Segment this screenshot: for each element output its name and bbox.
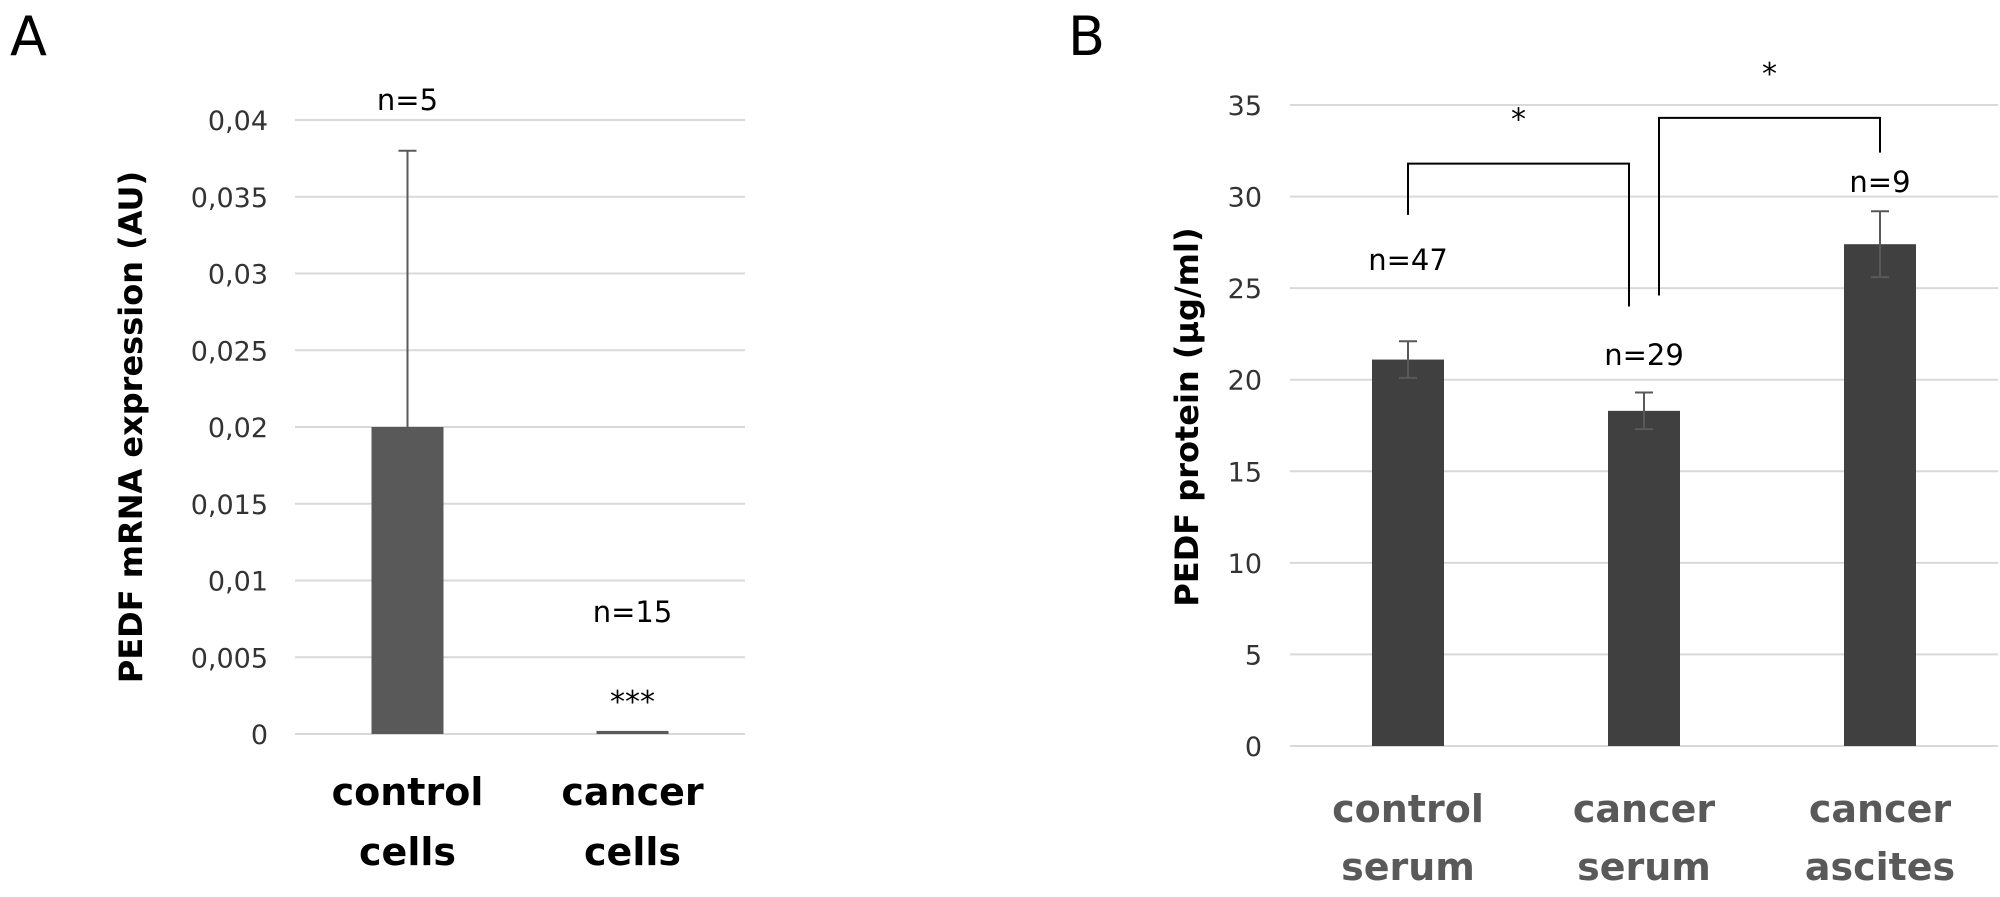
panel-b-y-tick-label: 15 [1228,457,1262,488]
panel-a-y-tick-label: 0,015 [191,490,268,521]
panel-a-category-label: cells [359,830,456,874]
panel-b-bar [1372,359,1444,746]
panel-b-y-tick-label: 20 [1228,366,1262,397]
panel-a-y-tick-label: 0,025 [191,336,268,367]
panel-a-category-label: cancer [561,770,704,814]
panel-a-category-label: control [332,770,484,814]
panel-b-bar [1844,244,1916,746]
panel-a-bar [596,730,669,734]
panel-a-y-tick-label: 0,005 [191,643,268,674]
panel-b-y-tick-label: 35 [1228,91,1262,122]
panel-b-y-tick-label: 25 [1228,274,1262,305]
panel-b-category-label: cancer [1809,787,1952,831]
panel-a-y-axis-label: PEDF mRNA expression (AU) [112,171,150,683]
panel-b-n-annotation: n=29 [1604,338,1684,372]
panel-b-comparison-bracket [1658,116,1881,296]
panel-a-significance-marker: *** [610,685,655,720]
panel-b-n-annotation: n=9 [1849,165,1910,199]
panel-b-comparison-label: * [1511,103,1526,138]
panel-a-y-tick-label: 0,01 [208,567,268,598]
panel-b-y-tick-label: 30 [1228,183,1262,214]
panel-a: A 0 0,005 0,01 0,015 0,02 0,025 0,03 0,035 0,04 P… [10,5,745,874]
panel-b-category-label: cancer [1573,787,1716,831]
panel-a-y-tick-label: 0,02 [208,413,268,444]
panel-b-category-label: serum [1341,845,1475,889]
panel-b-category-label: control [1332,787,1484,831]
panel-a-n-annotation: n=5 [377,83,438,117]
panel-b-bar [1608,410,1680,746]
panel-a-y-tick-label: 0,035 [191,183,268,214]
panel-b-n-annotation: n=47 [1368,243,1448,277]
panel-a-n-annotation: n=15 [593,595,673,629]
panel-a-y-tick-label: 0,04 [208,106,268,137]
panel-b-category-label: ascites [1805,845,1955,889]
panel-a-y-tick-label: 0,03 [208,260,268,291]
panel-b-y-axis-label: PEDF protein (µg/ml) [1168,227,1206,606]
panel-a-y-tick-label: 0 [251,720,268,751]
panel-a-category-label: cells [584,830,681,874]
panel-b-y-tick-label: 10 [1228,549,1262,580]
panel-b-comparison-bracket [1407,162,1630,307]
panel-b-comparison-label: * [1762,57,1777,92]
panel-b-letter: B [1068,5,1105,68]
panel-b: B 0 5 10 15 20 25 30 35 PEDF protein (µg/ml) cont… [1068,5,1998,889]
panel-b-y-tick-label: 5 [1245,640,1262,671]
panel-a-letter: A [10,5,47,68]
panel-b-y-tick-label: 0 [1245,732,1262,763]
panel-b-category-label: serum [1577,845,1711,889]
